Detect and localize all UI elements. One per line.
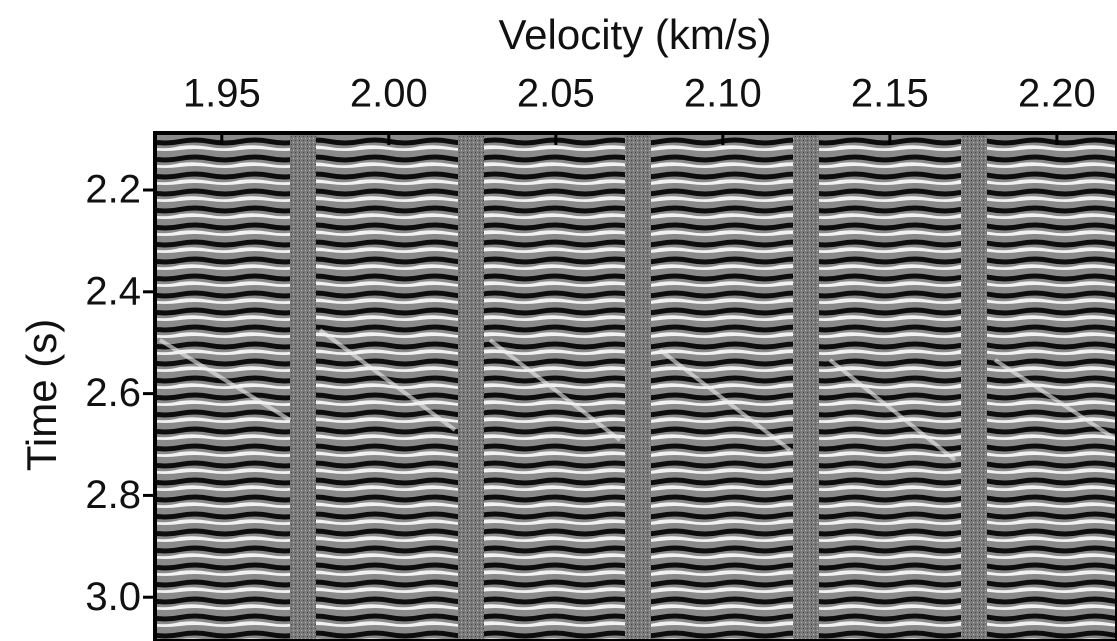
y-tick-label: 2.6 [85, 371, 141, 415]
y-axis-title: Time (s) [18, 319, 65, 471]
y-tick-label: 2.8 [85, 473, 141, 517]
y-tick-label: 2.2 [85, 168, 141, 212]
y-tick-label: 2.4 [85, 269, 141, 313]
x-tick-label: 1.95 [183, 72, 261, 116]
x-tick-label: 2.20 [1018, 72, 1096, 116]
x-tick-label: 2.00 [350, 72, 428, 116]
x-tick-label: 2.10 [684, 72, 762, 116]
y-tick-label: 3.0 [85, 575, 141, 619]
x-tick-label: 2.05 [517, 72, 595, 116]
seismic-panel [153, 131, 1117, 641]
x-tick-label: 2.15 [851, 72, 929, 116]
x-axis-title: Velocity (km/s) [498, 11, 771, 58]
